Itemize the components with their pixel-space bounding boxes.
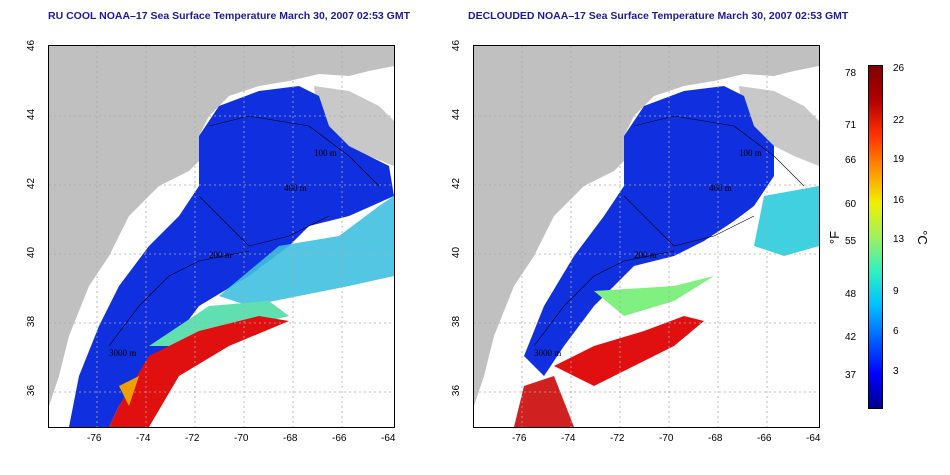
c-tick: 19 — [893, 154, 905, 165]
f-tick: 60 — [845, 199, 857, 210]
x-tick: -72 — [185, 433, 200, 444]
y-tick: 38 — [451, 315, 463, 328]
land-north — [49, 46, 394, 406]
x-tick: -70 — [659, 433, 674, 444]
c-tick: 13 — [893, 234, 905, 245]
colorbar — [868, 65, 883, 409]
contour-label: 200 m — [209, 250, 232, 260]
unit-fahrenheit: °F — [827, 230, 843, 245]
x-tick: -74 — [561, 433, 576, 444]
x-tick: -66 — [332, 433, 347, 444]
contour-label: 400 m — [284, 183, 307, 193]
contour-label: 100 m — [739, 148, 762, 158]
y-tick: 46 — [451, 39, 463, 52]
contour-label: 400 m — [709, 183, 732, 193]
left-panel-title: RU COOL NOAA–17 Sea Surface Temperature … — [48, 10, 411, 22]
x-tick: -68 — [283, 433, 298, 444]
unit-celsius: °C — [914, 230, 930, 245]
y-tick: 44 — [26, 108, 38, 121]
right-map-svg: 100 m 400 m 200 m 3000 m — [474, 46, 819, 427]
c-tick: 6 — [893, 326, 899, 337]
x-tick: -64 — [806, 433, 821, 444]
y-tick: 46 — [26, 39, 38, 52]
c-tick: 22 — [893, 115, 905, 126]
c-tick: 16 — [893, 195, 905, 206]
x-tick: -68 — [708, 433, 723, 444]
contour-label: 3000 m — [109, 348, 136, 358]
y-tick: 40 — [451, 246, 463, 259]
land-north — [474, 46, 819, 406]
f-tick: 48 — [845, 289, 857, 300]
gulf-stream — [109, 316, 289, 427]
right-panel-title: DECLOUDED NOAA–17 Sea Surface Temperatur… — [468, 10, 849, 22]
y-tick: 44 — [451, 108, 463, 121]
land-nova-scotia — [314, 86, 394, 166]
c-tick: 9 — [893, 286, 899, 297]
contour-label: 3000 m — [534, 348, 561, 358]
y-tick: 42 — [26, 177, 38, 190]
y-tick: 42 — [451, 177, 463, 190]
f-tick: 42 — [845, 332, 857, 343]
land-nova-scotia — [739, 86, 819, 166]
x-tick: -76 — [512, 433, 527, 444]
left-sst-map: 100 m 400 m 200 m 3000 m — [48, 45, 395, 428]
x-tick: -72 — [610, 433, 625, 444]
y-tick: 36 — [451, 384, 463, 397]
right-sst-map: 100 m 400 m 200 m 3000 m — [473, 45, 820, 428]
contour-label: 200 m — [634, 250, 657, 260]
cold-water — [69, 86, 394, 427]
shelf-water — [219, 196, 394, 306]
contour-label: 100 m — [314, 148, 337, 158]
y-tick: 36 — [26, 384, 38, 397]
x-tick: -74 — [136, 433, 151, 444]
y-tick: 38 — [26, 315, 38, 328]
f-tick: 78 — [845, 68, 857, 79]
x-tick: -66 — [757, 433, 772, 444]
x-tick: -76 — [87, 433, 102, 444]
left-map-svg: 100 m 400 m 200 m 3000 m — [49, 46, 394, 427]
gulf-stream — [554, 316, 704, 386]
f-tick: 66 — [845, 155, 857, 166]
f-tick: 55 — [845, 236, 857, 247]
c-tick: 3 — [893, 366, 899, 377]
c-tick: 26 — [893, 63, 905, 74]
cold-water — [524, 86, 774, 376]
x-tick: -70 — [234, 433, 249, 444]
f-tick: 37 — [845, 370, 857, 381]
f-tick: 71 — [845, 120, 857, 131]
x-tick: -64 — [381, 433, 396, 444]
y-tick: 40 — [26, 246, 38, 259]
